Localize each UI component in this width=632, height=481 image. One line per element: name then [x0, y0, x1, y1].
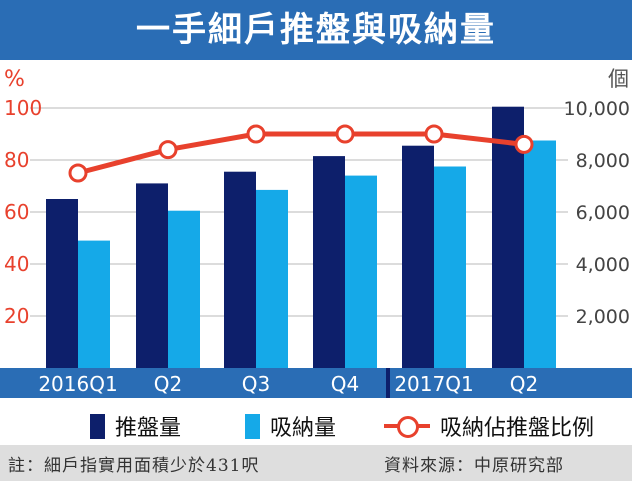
- left-tick-label: 20: [4, 304, 29, 328]
- ratio-point: [68, 163, 88, 183]
- x-tick-label: Q2: [154, 372, 182, 396]
- right-tick-label: 10,000: [564, 98, 630, 120]
- legend-label-absorbed: 吸納量: [270, 416, 337, 441]
- bar-supply: [136, 183, 168, 368]
- ratio-point: [424, 124, 444, 144]
- legend-swatch-supply: [90, 413, 105, 439]
- bar-absorbed: [168, 210, 200, 368]
- bar-supply: [224, 171, 256, 368]
- legend-label-supply: 推盤量: [115, 416, 182, 441]
- bar-supply: [313, 156, 345, 368]
- left-tick-label: 80: [4, 148, 29, 172]
- x-tick-label: Q2: [510, 372, 538, 396]
- legend-swatch-ratio: [384, 413, 430, 439]
- bar-absorbed: [256, 189, 288, 368]
- chart-svg: % 個 20 40 60 80 100 2,000 4,000 6,000 8,000 10,000 2…: [0, 67, 632, 398]
- bar-absorbed: [434, 166, 466, 368]
- right-axis-unit: 個: [608, 67, 629, 91]
- ratio-point: [514, 134, 534, 154]
- x-tick-label: 2017Q1: [394, 372, 473, 396]
- footnote-source: 資料來源：中原研究部: [384, 456, 564, 476]
- bar-absorbed: [524, 140, 556, 368]
- chart-title: 一手細戶推盤與吸納量: [136, 10, 496, 50]
- ratio-point: [246, 124, 266, 144]
- bar-absorbed: [78, 240, 110, 368]
- footnote-bar: 註：細戶指實用面積少於431呎 資料來源：中原研究部: [0, 445, 632, 481]
- bar-absorbed: [345, 175, 377, 368]
- right-tick-label: 8,000: [576, 150, 630, 172]
- legend-swatch-absorbed: [245, 413, 260, 439]
- ratio-point: [335, 124, 355, 144]
- bar-supply: [46, 199, 78, 368]
- x-tick-label: 2016Q1: [38, 372, 117, 396]
- legend-item-supply: 推盤量: [90, 411, 181, 441]
- bar-supply: [402, 145, 434, 368]
- left-tick-label: 100: [4, 96, 42, 120]
- legend-label-ratio: 吸納佔推盤比例: [440, 416, 595, 441]
- ratio-point: [158, 140, 178, 160]
- left-tick-label: 60: [4, 200, 29, 224]
- right-tick-label: 4,000: [576, 254, 630, 276]
- legend-item-ratio: 吸納佔推盤比例: [384, 411, 594, 441]
- right-tick-label: 6,000: [576, 202, 630, 224]
- right-tick-label: 2,000: [576, 306, 630, 328]
- title-bar: [0, 0, 632, 60]
- left-axis-unit: %: [4, 67, 25, 92]
- footnote-note: 註：細戶指實用面積少於431呎: [8, 456, 260, 476]
- x-tick-label: Q3: [242, 372, 270, 396]
- legend: 推盤量 吸納量 吸納佔推盤比例: [0, 405, 632, 445]
- legend-item-absorbed: 吸納量: [245, 411, 336, 441]
- ratio-line: [77, 131, 525, 176]
- left-tick-label: 40: [4, 252, 29, 276]
- x-tick-label: Q4: [331, 372, 359, 396]
- x-axis-band: [0, 368, 632, 398]
